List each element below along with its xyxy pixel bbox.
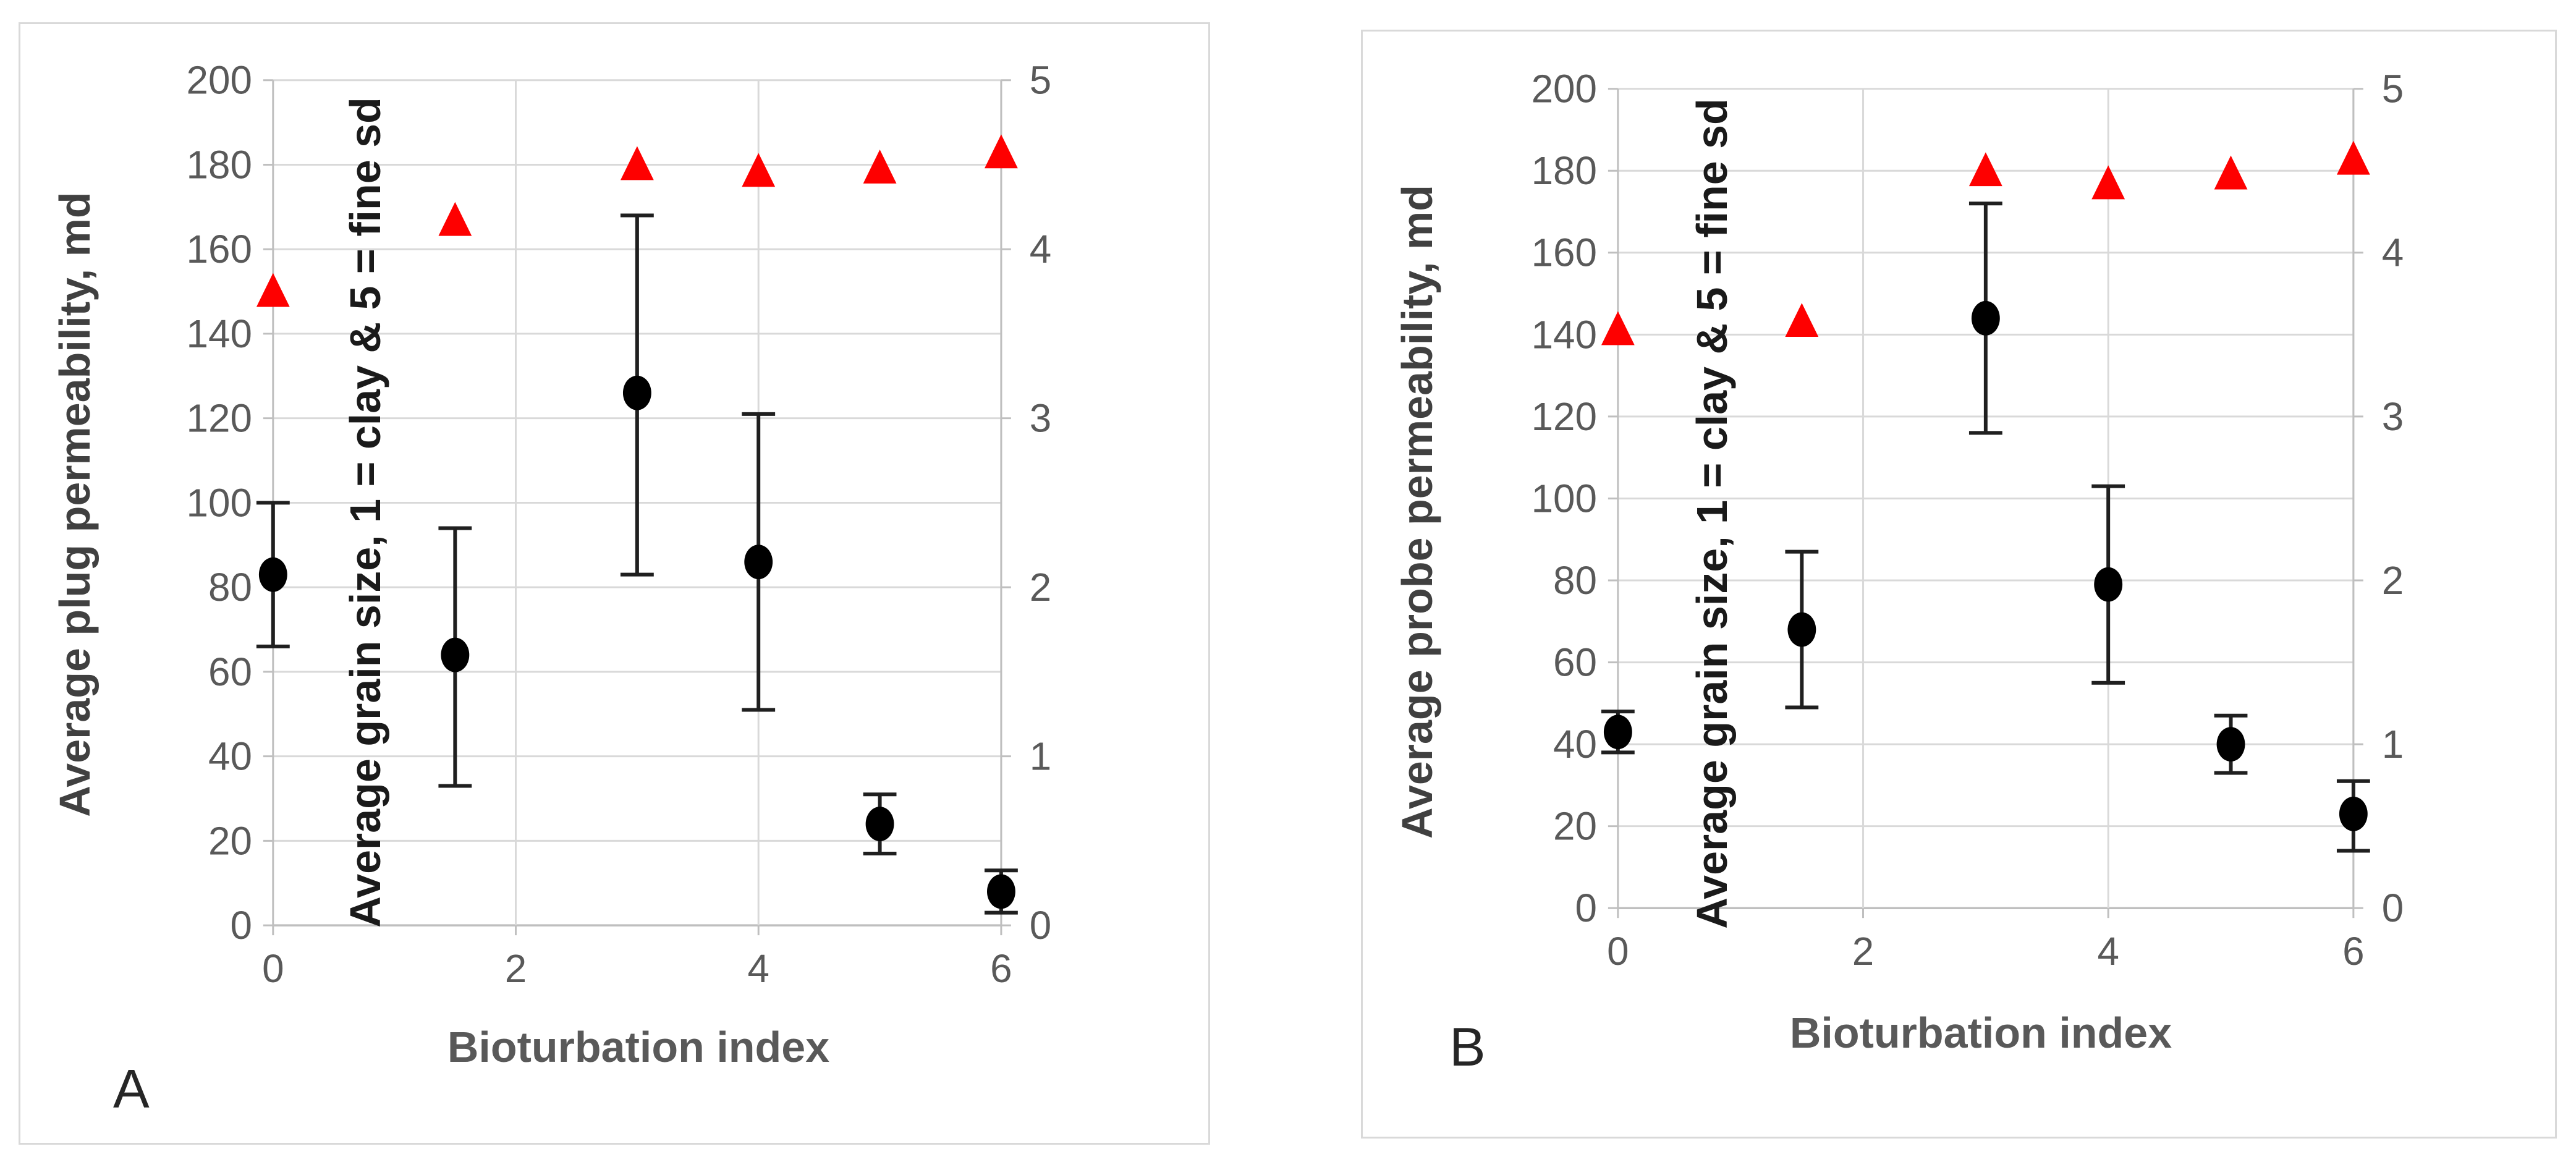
left-tick-label: 0 [230, 903, 252, 948]
left-tick-label: 120 [187, 396, 252, 441]
triangle-marker [438, 201, 472, 236]
left-tick-label: 100 [1532, 476, 1597, 520]
h-gridlines [1617, 88, 2354, 909]
y-axis-title-left: Average plug permeability, md [51, 192, 99, 817]
triangle-markers [256, 134, 1018, 307]
x-tick-label: 2 [1852, 929, 1874, 973]
panel-letter-b: B [1449, 1016, 1486, 1077]
panel-b: 0 20 40 60 80 100 120 140 160 180 200 0 1 2 3 4 5 0 2 4 6 Av… [1361, 30, 2557, 1139]
left-tick-label: 100 [187, 480, 252, 525]
left-tick-label: 80 [1553, 558, 1597, 603]
triangle-marker [742, 153, 776, 187]
left-tick-label: 120 [1532, 394, 1597, 439]
triangle-marker [2091, 165, 2125, 200]
left-tick-label: 140 [1532, 312, 1597, 357]
y-axis-title-right: Average grain size, 1 = clay & 5 = fine … [1688, 98, 1737, 929]
right-tick-label: 1 [2382, 722, 2404, 766]
circle-marker [622, 375, 651, 410]
x-tick-label: 0 [1607, 929, 1629, 973]
triangle-marker [1785, 303, 1819, 337]
left-tick-label: 40 [208, 734, 252, 779]
circle-marker [1787, 612, 1816, 647]
right-tick-label: 0 [2382, 886, 2404, 930]
right-tick-label: 2 [2382, 558, 2404, 603]
left-tick-label: 140 [187, 312, 252, 356]
right-tick-label: 1 [1030, 734, 1051, 779]
right-tick-label: 4 [1030, 227, 1051, 271]
chart-a: 0 20 40 60 80 100 120 140 160 180 200 0 1 2 3 4 5 0 2 4 6 [187, 58, 1052, 991]
tick-labels: 0 20 40 60 80 100 120 140 160 180 200 0 1 2 3 4 5 0 2 4 6 [1532, 67, 2404, 973]
x-tick-label: 6 [2342, 929, 2364, 973]
left-tick-label: 160 [1532, 231, 1597, 275]
left-tick-label: 20 [208, 818, 252, 863]
triangle-marker [1968, 152, 2002, 187]
circle-marker [1603, 715, 1632, 750]
circle-markers [1603, 300, 2368, 831]
circle-marker [2339, 796, 2368, 831]
triangle-marker [985, 134, 1018, 169]
triangle-marker [2336, 140, 2370, 175]
x-tick-label: 2 [505, 946, 527, 991]
circle-marker [258, 557, 287, 592]
circle-marker [441, 637, 470, 672]
circle-markers [258, 375, 1015, 909]
left-tick-label: 60 [208, 650, 252, 694]
tick-labels: 0 20 40 60 80 100 120 140 160 180 200 0 1 2 3 4 5 0 2 4 6 [187, 58, 1052, 991]
x-tick-label: 6 [990, 946, 1012, 991]
left-tick-label: 200 [1532, 67, 1597, 111]
x-axis-title: Bioturbation index [447, 1023, 830, 1071]
circle-marker [2094, 567, 2123, 602]
triangle-marker [620, 146, 654, 180]
triangle-marker [256, 273, 290, 307]
left-tick-label: 20 [1553, 804, 1597, 849]
circle-marker [1971, 300, 2000, 336]
circle-marker [865, 807, 894, 841]
left-tick-label: 180 [187, 142, 252, 187]
right-tick-label: 2 [1030, 565, 1051, 609]
y-axis-title-left: Average probe permeability, md [1393, 184, 1441, 839]
left-tick-label: 160 [187, 227, 252, 271]
panel-letter-a: A [113, 1058, 150, 1119]
left-tick-label: 60 [1553, 640, 1597, 685]
left-tick-label: 40 [1553, 722, 1597, 766]
circle-marker [987, 874, 1015, 909]
x-tick-label: 0 [262, 946, 284, 991]
right-tick-label: 4 [2382, 231, 2404, 275]
panel-a: 0 20 40 60 80 100 120 140 160 180 200 0 1 2 3 4 5 0 2 4 6 Av… [19, 22, 1210, 1145]
left-tick-label: 80 [208, 565, 252, 609]
left-tick-label: 180 [1532, 148, 1597, 193]
right-tick-label: 5 [2382, 67, 2404, 111]
chart-b: 0 20 40 60 80 100 120 140 160 180 200 0 1 2 3 4 5 0 2 4 6 [1532, 67, 2404, 973]
circle-marker [2216, 727, 2245, 762]
left-tick-label: 200 [187, 58, 252, 103]
x-tick-label: 4 [747, 946, 769, 991]
right-tick-label: 5 [1030, 58, 1051, 103]
right-tick-label: 3 [1030, 396, 1051, 441]
right-tick-label: 3 [2382, 394, 2404, 439]
right-tick-label: 0 [1030, 903, 1051, 948]
triangle-marker [863, 150, 897, 184]
circle-marker [744, 545, 773, 580]
triangle-markers [1601, 140, 2370, 346]
x-tick-label: 4 [2097, 929, 2119, 973]
y-axis-title-right: Average grain size, 1 = clay & 5 = fine … [341, 97, 390, 928]
left-tick-label: 0 [1575, 886, 1596, 930]
x-axis-title: Bioturbation index [1789, 1009, 2172, 1057]
triangle-marker [1601, 311, 1635, 346]
triangle-marker [2214, 155, 2248, 190]
